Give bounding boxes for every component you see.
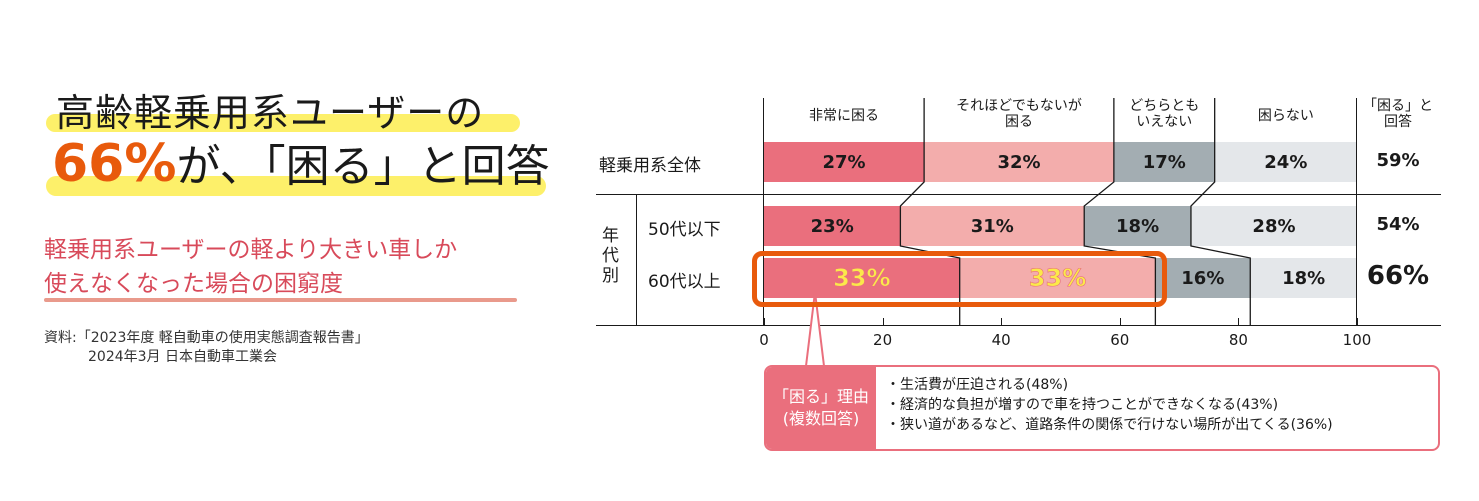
x-tick <box>882 318 884 325</box>
headline-highlight-1 <box>46 114 520 132</box>
headline-line-1: 高齢軽乗用系ユーザーの <box>56 91 485 135</box>
bar-segment: 16% <box>1155 258 1251 298</box>
reasons-label: 「困る」理由 (複数回答) <box>766 367 876 449</box>
bar-segment: 23% <box>764 206 901 246</box>
x-tick-label: 60 <box>1110 331 1130 349</box>
x-tick-label: 40 <box>991 331 1011 349</box>
x-tick <box>1357 318 1358 325</box>
reason-item: ・生活費が圧迫される(48%) <box>886 377 1069 393</box>
source-line-2: 2024年3月 日本自動車工業会 <box>88 349 277 365</box>
bar-segment: 32% <box>924 142 1114 182</box>
subtitle-line-2: 使えなくなった場合の困窮度 <box>44 271 343 297</box>
x-tick-label: 0 <box>759 331 769 349</box>
column-header: 「困る」と 回答 <box>1363 98 1433 130</box>
x-tick <box>1119 318 1121 325</box>
column-header: 困らない <box>1257 108 1314 124</box>
column-header: どちらとも いえない <box>1129 98 1200 130</box>
x-tick <box>1001 318 1003 325</box>
x-tick-label: 20 <box>873 331 893 349</box>
row-label: 60代以上 <box>648 272 721 292</box>
bar-segment: 24% <box>1214 142 1357 182</box>
group-label: 年代別 <box>602 226 619 286</box>
group-divider <box>596 194 1441 195</box>
row-label: 軽乗用系全体 <box>599 156 701 176</box>
bar-segment: 17% <box>1113 142 1215 182</box>
reason-item: ・経済的な負担が増すので車を持つことができなくなる(43%) <box>886 397 1279 413</box>
group-label-divider <box>636 194 637 326</box>
source-line-1: 資料:「2023年度 軽自動車の使用実態調査報告書」 <box>44 330 369 346</box>
total-value: 59% <box>1376 150 1420 171</box>
highlight-box-60s <box>752 251 1168 307</box>
bar-segment: 33% <box>764 258 960 298</box>
headline-rest: が、「困る」と回答 <box>176 141 550 192</box>
header-divider-left <box>763 98 764 326</box>
column-header: それほどでもないが 困る <box>956 98 1082 130</box>
row-label: 50代以下 <box>648 220 721 240</box>
reasons-callout: 「困る」理由 (複数回答) ・生活費が圧迫される(48%) ・経済的な負担が増すので車… <box>764 365 1440 451</box>
x-tick <box>1238 318 1240 325</box>
headline-line-2: 66%が、「困る」と回答 <box>52 130 550 194</box>
reasons-list: ・生活費が圧迫される(48%) ・経済的な負担が増すので車を持つことができなくなる… <box>876 367 1333 449</box>
totals-column-divider <box>1356 98 1357 326</box>
x-tick-label: 80 <box>1228 331 1248 349</box>
bar-segment: 31% <box>900 206 1085 246</box>
column-header: 非常に困る <box>809 108 880 124</box>
x-tick <box>764 318 765 325</box>
bar-segment: 27% <box>764 142 925 182</box>
total-value: 54% <box>1376 214 1420 235</box>
x-axis-line <box>596 325 1441 326</box>
reason-item: ・狭い道があるなど、道路条件の関係で行けない場所が出てくる(36%) <box>886 417 1333 433</box>
bar-segment: 33% <box>959 258 1156 298</box>
total-value: 66% <box>1366 261 1430 291</box>
x-tick-label: 100 <box>1342 331 1372 349</box>
subtitle-line-1: 軽乗用系ユーザーの軽より大きい車しか <box>44 237 458 263</box>
subtitle-underline <box>44 298 517 302</box>
bar-segment: 28% <box>1190 206 1357 246</box>
headline-highlight-2 <box>46 176 546 196</box>
bar-segment: 18% <box>1084 206 1191 246</box>
bar-segment: 18% <box>1250 258 1357 298</box>
headline-percent: 66% <box>52 134 177 194</box>
